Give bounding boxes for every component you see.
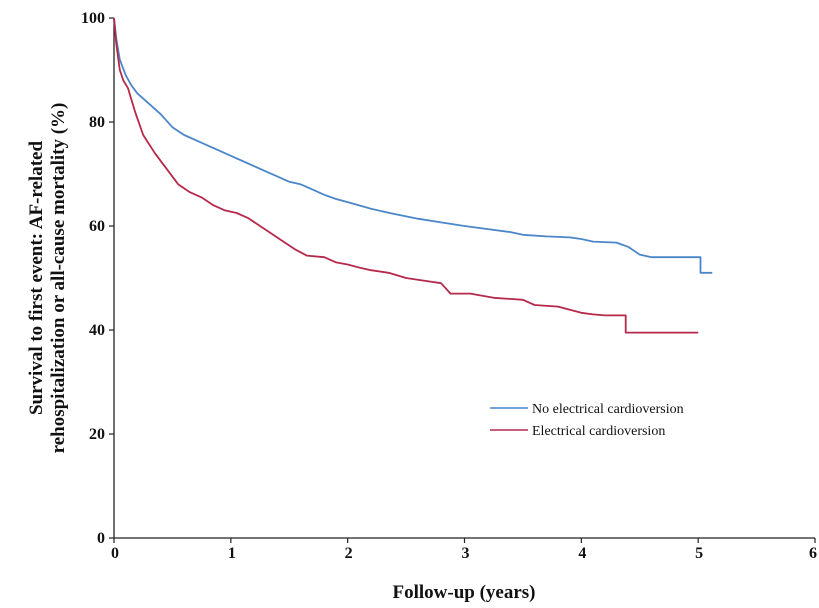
y-tick-label: 20 [89,426,105,443]
series-line-cardioversion [113,17,699,334]
y-tick-label: 60 [89,218,105,235]
x-tick-label: 2 [345,545,353,562]
series-line-no-cardioversion [113,17,713,274]
x-tick-label: 0 [111,545,119,562]
y-tick-label: 100 [81,10,105,27]
x-tick-label: 5 [695,545,703,562]
y-tick-label: 80 [89,114,105,131]
x-axis-title: Follow-up (years) [392,582,535,603]
y-tick-label: 0 [97,530,105,547]
legend-label-cardioversion: Electrical cardioversion [532,424,665,439]
series-lines [113,17,713,334]
x-tick-label: 3 [462,545,470,562]
legend: No electrical cardioversion Electrical c… [490,402,684,439]
legend-label-no-cardioversion: No electrical cardioversion [532,402,684,417]
y-axis-title-line-1: Survival to first event: AF-related [26,141,47,415]
y-tick-label: 40 [89,322,105,339]
y-axis-title: Survival to first event: AF-related reho… [26,103,69,454]
x-tick-label: 1 [228,545,236,562]
axes [113,18,815,539]
y-axis-title-line-2: rehospitalization or all-cause mortality… [48,103,69,454]
x-tick-label: 6 [809,545,817,562]
x-tick-label: 4 [578,545,586,562]
